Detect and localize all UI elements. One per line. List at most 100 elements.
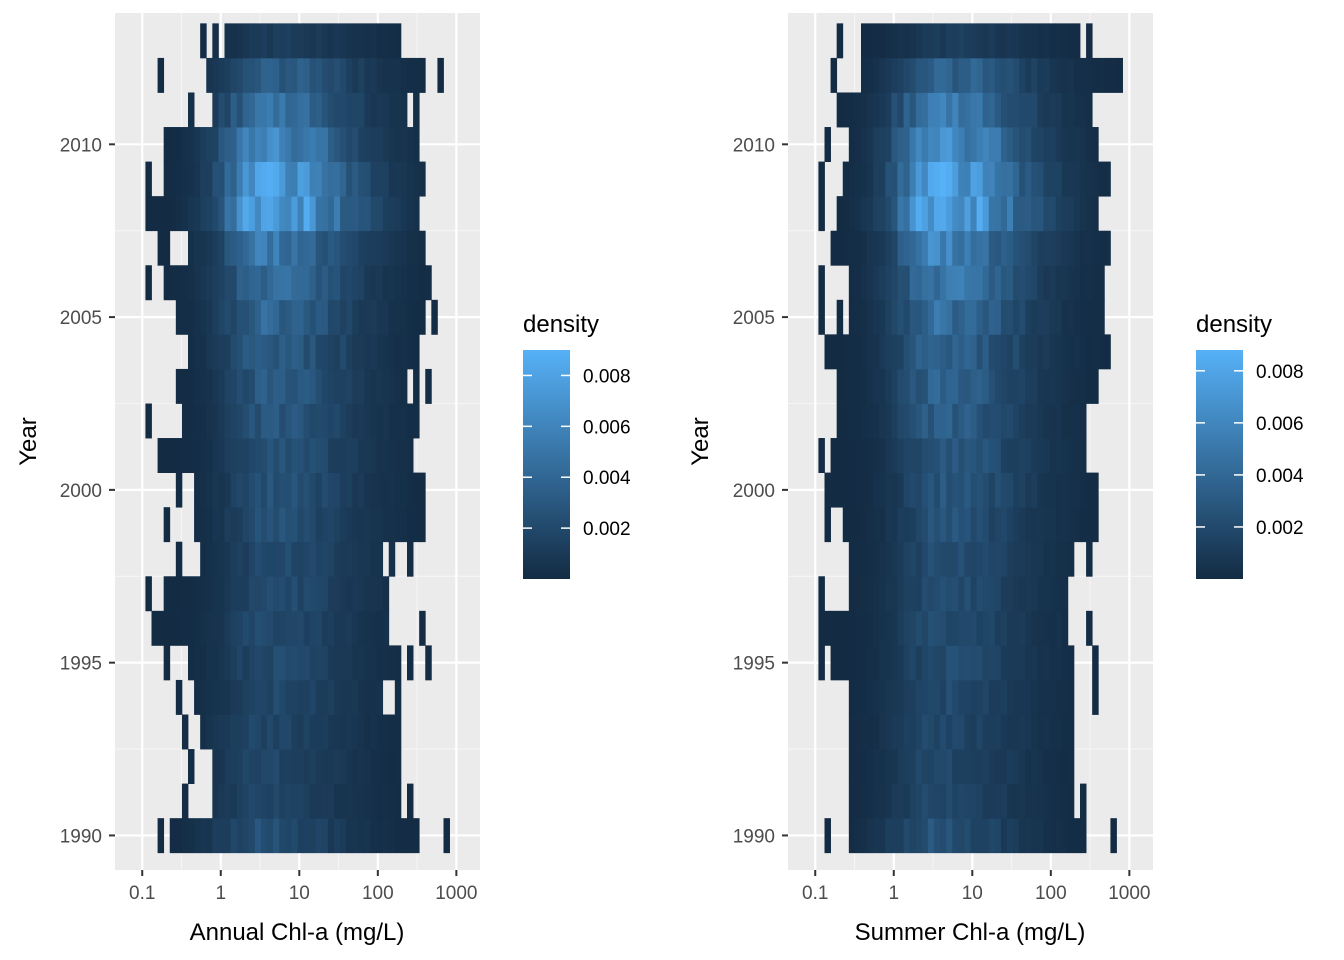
heatmap-tile (1031, 23, 1038, 59)
heatmap-tile (358, 679, 365, 715)
heatmap-tile (1049, 507, 1057, 543)
heatmap-tile (970, 714, 977, 750)
heatmap-tile (994, 92, 1002, 128)
heatmap-tile (358, 299, 365, 335)
heatmap-tile (413, 196, 420, 232)
heatmap-tile (303, 783, 311, 819)
heatmap-tile (976, 679, 984, 715)
heatmap-tile (842, 438, 850, 473)
heatmap-tile (376, 507, 384, 543)
heatmap-tile (358, 403, 365, 439)
heatmap-tile (273, 23, 280, 59)
heatmap-tile (988, 541, 996, 577)
heatmap-tile (419, 472, 426, 508)
heatmap-tile (358, 161, 365, 197)
heatmap-tile (891, 679, 898, 715)
heatmap-tile (964, 749, 971, 785)
heatmap-tile (364, 818, 371, 854)
heatmap-tile (842, 161, 850, 197)
heatmap-tile (1013, 265, 1020, 301)
heatmap-tile (976, 541, 984, 577)
heatmap-tile (212, 127, 219, 162)
heatmap-tile (163, 507, 171, 543)
heatmap-tile (370, 161, 377, 197)
heatmap-tile (224, 679, 231, 715)
heatmap-tile (1000, 196, 1008, 232)
heatmap-tile (358, 127, 365, 162)
heatmap-tile (224, 299, 231, 335)
heatmap-tile (188, 334, 195, 370)
heatmap-tiles (818, 23, 1123, 854)
heatmap-tile (867, 645, 874, 681)
heatmap-tile (1080, 127, 1087, 162)
heatmap-tile (364, 368, 371, 404)
heatmap-tile (224, 714, 231, 750)
heatmap-tile (988, 645, 996, 681)
x-tick-label: 1000 (1108, 883, 1150, 904)
heatmap-tile (248, 23, 256, 59)
heatmap-tile (334, 23, 341, 59)
heatmap-tile (1067, 57, 1075, 93)
heatmap-tile (224, 610, 231, 646)
heatmap-tile (964, 507, 971, 543)
heatmap-tile (934, 472, 941, 508)
heatmap-tile (364, 92, 371, 128)
heatmap-tile (315, 403, 323, 439)
heatmap-tile (285, 714, 292, 750)
heatmap-tile (915, 783, 923, 819)
heatmap-tile (279, 541, 286, 577)
heatmap-tile (970, 610, 977, 646)
heatmap-tile (1019, 127, 1026, 162)
heatmap-tile (382, 92, 390, 128)
heatmap-tile (285, 541, 292, 577)
heatmap-tile (1110, 57, 1117, 93)
heatmap-tile (1043, 196, 1050, 232)
heatmap-tile (224, 541, 231, 577)
heatmap-tile (267, 230, 274, 266)
heatmap-tile (1037, 57, 1044, 93)
heatmap-tile (1013, 230, 1020, 266)
heatmap-tile (261, 645, 268, 681)
heatmap-tile (376, 23, 384, 59)
heatmap-tile (309, 783, 317, 819)
heatmap-tile (309, 714, 317, 750)
heatmap-tile (1013, 610, 1020, 646)
heatmap-tile (927, 541, 935, 577)
heatmap-tile (964, 161, 971, 197)
heatmap-tile (364, 507, 371, 543)
heatmap-tile (1080, 196, 1087, 232)
heatmap-tile (1055, 541, 1063, 577)
legend-label: 0.008 (1256, 362, 1304, 383)
heatmap-tile (988, 818, 996, 854)
legend-title: density (523, 311, 599, 338)
heatmap-tile (854, 265, 862, 301)
heatmap-tile (382, 714, 390, 750)
heatmap-tile (321, 714, 329, 750)
heatmap-tile (994, 230, 1002, 266)
heatmap-tile (934, 265, 941, 301)
heatmap-tile (236, 645, 244, 681)
heatmap-tile (303, 127, 311, 162)
heatmap-tile (376, 196, 384, 232)
heatmap-tile (218, 783, 225, 819)
heatmap-tile (315, 576, 323, 612)
heatmap-tile (370, 299, 377, 335)
heatmap-tile (1000, 265, 1008, 301)
heatmap-tile (885, 645, 892, 681)
heatmap-tile (321, 196, 329, 232)
heatmap-tile (1067, 679, 1075, 715)
heatmap-tile (1049, 92, 1057, 128)
heatmap-tile (358, 645, 365, 681)
heatmap-tile (212, 541, 219, 577)
heatmap-tile (254, 265, 262, 301)
heatmap-tile (370, 23, 377, 59)
heatmap-tile (169, 265, 177, 301)
heatmap-tile (934, 334, 941, 370)
heatmap-tile (958, 265, 965, 301)
heatmap-tile (848, 438, 856, 473)
heatmap-tile (376, 541, 384, 577)
heatmap-tile (315, 610, 323, 646)
heatmap-tile (194, 576, 201, 612)
heatmap-tile (394, 334, 402, 370)
heatmap-tile (1067, 196, 1075, 232)
